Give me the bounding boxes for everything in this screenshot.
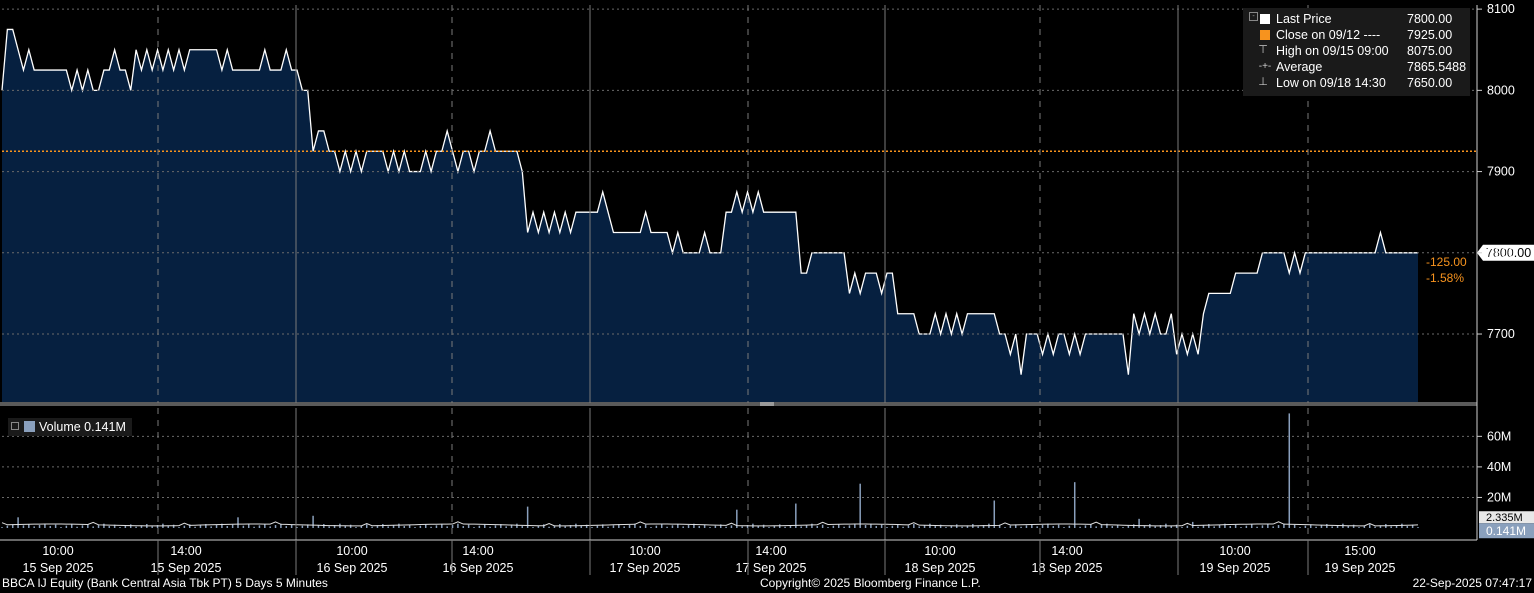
legend-close[interactable]: Close on 09/12 ---- 7925.00 bbox=[1243, 27, 1470, 43]
legend-label: Last Price bbox=[1276, 12, 1332, 26]
x-tick-day-label: 16 Sep 2025 bbox=[443, 561, 514, 575]
volume-avg-tag bbox=[1479, 511, 1534, 524]
x-tick-day-label: 18 Sep 2025 bbox=[1032, 561, 1103, 575]
last-price-tag bbox=[1477, 244, 1534, 261]
panel-divider bbox=[0, 402, 1477, 406]
x-tick-day-label: 18 Sep 2025 bbox=[905, 561, 976, 575]
x-tick-time-label: 10:00 bbox=[924, 544, 955, 558]
x-tick-time-label: 14:00 bbox=[170, 544, 201, 558]
copyright: Copyright© 2025 Bloomberg Finance L.P. bbox=[760, 576, 981, 590]
legend-high[interactable]: ⊤ High on 09/15 09:00 8075.00 bbox=[1243, 43, 1470, 59]
axes: 7700 7800 7900 8000 8100 20M 40M 60M 10:00 15 Sep… bbox=[0, 2, 1515, 575]
y-tick-label: 7800 bbox=[1487, 246, 1515, 260]
volume-y-tick-label: 40M bbox=[1487, 460, 1511, 474]
volume-y-tick-label: 60M bbox=[1487, 429, 1511, 443]
volume-y-tick-label: 20M bbox=[1487, 490, 1511, 504]
x-tick-time-label: 10:00 bbox=[42, 544, 73, 558]
legend-value: 8075.00 bbox=[1407, 44, 1453, 58]
close-swatch-icon bbox=[1260, 30, 1270, 40]
legend-label: High on 09/15 09:00 bbox=[1276, 44, 1389, 58]
x-tick-time-label: 14:00 bbox=[462, 544, 493, 558]
divider-handle bbox=[760, 402, 774, 406]
legend-value: 7650.00 bbox=[1407, 76, 1453, 90]
low-marker-icon: ⊥ bbox=[1258, 76, 1268, 88]
x-tick-time-label: 10:00 bbox=[1219, 544, 1250, 558]
x-tick-day-label: 16 Sep 2025 bbox=[317, 561, 388, 575]
volume-legend[interactable]: Volume 0.141M bbox=[8, 418, 132, 436]
volume-current-tag-label: 0.141M bbox=[1486, 524, 1526, 538]
x-tick-day-label: 19 Sep 2025 bbox=[1200, 561, 1271, 575]
x-tick-time-label: 14:00 bbox=[755, 544, 786, 558]
volume-legend-label: Volume 0.141M bbox=[39, 420, 126, 434]
x-tick-day-label: 17 Sep 2025 bbox=[736, 561, 807, 575]
x-tick-time-label: 14:00 bbox=[1051, 544, 1082, 558]
legend-label: Low on 09/18 14:30 bbox=[1276, 76, 1386, 90]
legend-last-price[interactable]: Last Price 7800.00 bbox=[1243, 11, 1470, 27]
x-tick-day-label: 15 Sep 2025 bbox=[151, 561, 222, 575]
x-tick-day-label: 15 Sep 2025 bbox=[23, 561, 94, 575]
average-marker-icon: -+- bbox=[1258, 61, 1272, 72]
legend-label: Average bbox=[1276, 60, 1323, 74]
collapse-icon[interactable] bbox=[11, 422, 19, 430]
volume-current-tag bbox=[1479, 523, 1534, 539]
y-tick-label: 8100 bbox=[1487, 2, 1515, 16]
collapse-icon[interactable]: - bbox=[1249, 12, 1258, 21]
x-tick-time-label: 15:00 bbox=[1344, 544, 1375, 558]
legend-label: Close on 09/12 ---- bbox=[1276, 28, 1381, 42]
timestamp: 22-Sep-2025 07:47:17 bbox=[1412, 576, 1532, 590]
price-area bbox=[2, 29, 1418, 404]
high-marker-icon: ⊤ bbox=[1258, 44, 1268, 56]
last-price-swatch-icon bbox=[1260, 14, 1270, 24]
y-tick-label: 7900 bbox=[1487, 165, 1515, 179]
legend-value: 7865.5488 bbox=[1407, 60, 1467, 74]
volume-swatch-icon bbox=[24, 421, 35, 432]
volume-average-line bbox=[1, 521, 1419, 527]
change-value: -125.00 bbox=[1426, 255, 1467, 269]
legend-value: 7800.00 bbox=[1407, 12, 1453, 26]
y-tick-label: 7700 bbox=[1487, 327, 1515, 341]
legend-low[interactable]: ⊥ Low on 09/18 14:30 7650.00 bbox=[1243, 75, 1470, 91]
volume-avg-tag-label: 2.335M bbox=[1486, 512, 1523, 524]
x-tick-day-label: 17 Sep 2025 bbox=[610, 561, 681, 575]
x-tick-time-label: 10:00 bbox=[629, 544, 660, 558]
legend-value: 7925.00 bbox=[1407, 28, 1453, 42]
security-description: BBCA IJ Equity (Bank Central Asia Tbk PT… bbox=[2, 576, 328, 590]
x-tick-time-label: 10:00 bbox=[336, 544, 367, 558]
x-tick-day-label: 19 Sep 2025 bbox=[1325, 561, 1396, 575]
y-tick-label: 8000 bbox=[1487, 83, 1515, 97]
last-price-tag-label: 7800.00 bbox=[1486, 246, 1531, 260]
price-legend[interactable]: - Last Price 7800.00 Close on 09/12 ----… bbox=[1243, 8, 1470, 96]
change-percent: -1.58% bbox=[1426, 271, 1464, 285]
legend-average[interactable]: -+- Average 7865.5488 bbox=[1243, 59, 1470, 75]
